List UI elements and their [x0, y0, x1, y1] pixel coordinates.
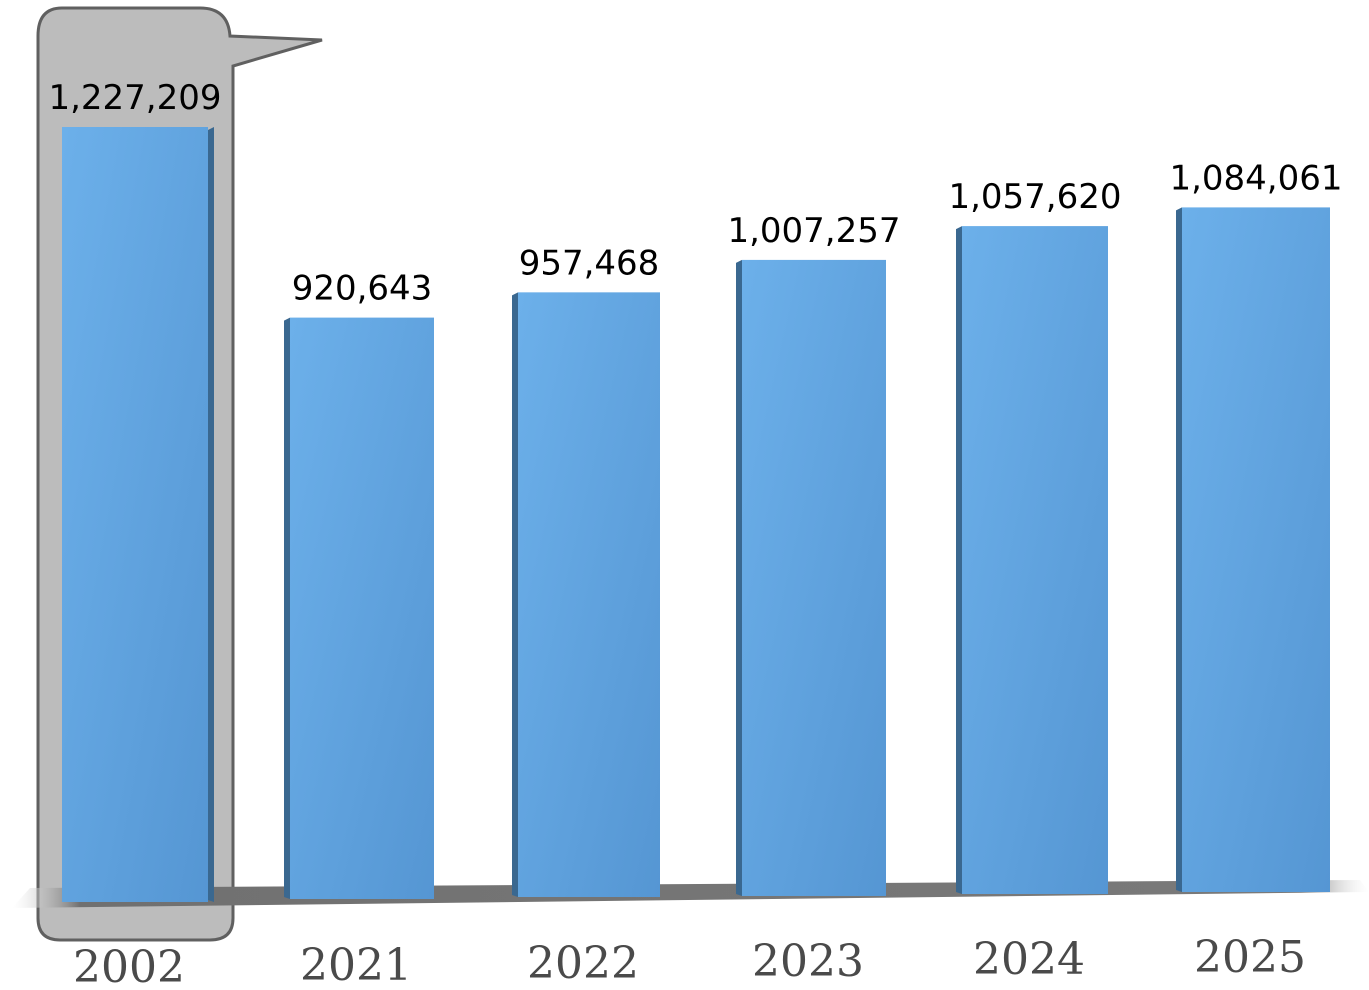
value-label-2022: 957,468 [519, 243, 660, 283]
category-labels-group: 2002 2021 2022 2023 2024 2025 [73, 932, 1306, 990]
bar-side-2024 [956, 226, 962, 894]
category-label-2024: 2024 [973, 934, 1085, 985]
bars-group [62, 127, 1330, 902]
bar-side-2002 [208, 127, 214, 902]
bar-2023 [742, 260, 886, 896]
bar-2024 [962, 226, 1108, 894]
value-label-2002: 1,227,209 [48, 78, 221, 118]
bar-2025 [1182, 207, 1330, 892]
value-label-2021: 920,643 [292, 269, 433, 309]
value-label-2025: 1,084,061 [1169, 158, 1342, 198]
bar-2021 [290, 318, 434, 899]
bar-side-2022 [512, 292, 518, 897]
bar-side-2021 [284, 318, 290, 899]
value-label-2024: 1,057,620 [948, 177, 1121, 217]
bar-2022 [518, 292, 660, 897]
value-label-2023: 1,007,257 [727, 211, 900, 251]
bar-side-2023 [736, 260, 742, 896]
category-label-2002: 2002 [73, 942, 185, 990]
bar-side-2025 [1176, 207, 1182, 892]
category-label-2023: 2023 [752, 936, 864, 987]
category-label-2021: 2021 [300, 940, 412, 990]
category-label-2022: 2022 [527, 938, 639, 989]
category-label-2025: 2025 [1194, 932, 1306, 983]
bar-2002 [62, 127, 208, 902]
value-labels-group: 1,227,209 920,643 957,468 1,007,257 1,057,62… [48, 78, 1342, 309]
